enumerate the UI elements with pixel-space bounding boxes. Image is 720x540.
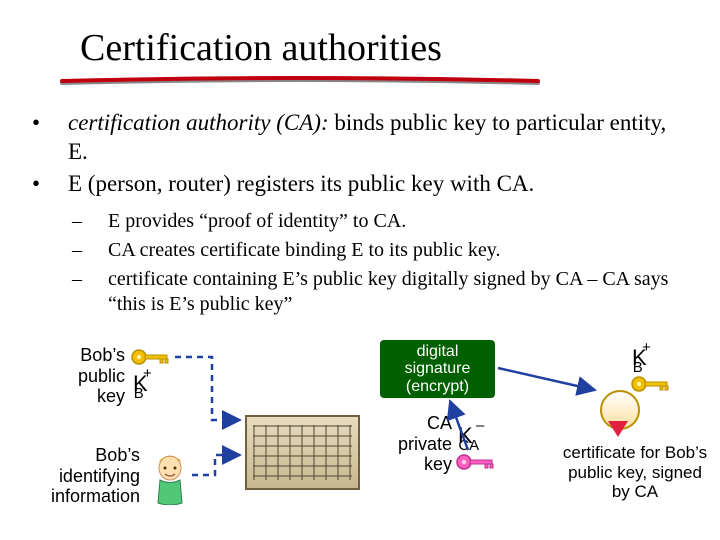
sub-2: –CA creates certificate binding E to its… [90, 238, 680, 263]
sub-3: –certificate containing E’s public key d… [90, 267, 680, 317]
main-bullets: •certification authority (CA): binds pub… [50, 109, 680, 199]
gold-key-icon [130, 348, 170, 366]
bullet-2: •E (person, router) registers its public… [50, 170, 680, 199]
diagram: Bob’s public key K+B Bob’s identifying i… [0, 335, 720, 535]
k-b-plus-2: K+B [632, 345, 651, 376]
signature-box: digital signature (encrypt) [380, 340, 495, 398]
k-ca-minus: K–CA [458, 423, 487, 454]
gold-key-icon-2 [630, 375, 670, 393]
certificate-ribbon-icon [608, 421, 628, 437]
bullet-1: •certification authority (CA): binds pub… [50, 109, 680, 167]
k-b-plus-1: K+B [133, 371, 152, 402]
person-icon [150, 455, 190, 505]
sub-1: –E provides “proof of identity” to CA. [90, 209, 680, 234]
ca-private-key-label: CA private key [390, 413, 452, 475]
bobs-public-key-label: Bob’s public key [60, 345, 125, 407]
building-icon [245, 415, 360, 490]
sub-bullets: –E provides “proof of identity” to CA. –… [90, 209, 680, 317]
bullet-2-rest: E (person, router) registers its public … [68, 171, 534, 196]
certificate-label: certificate for Bob’s public key, signed… [560, 443, 710, 502]
title-underline [60, 74, 540, 86]
bobs-id-label: Bob’s identifying information [30, 445, 140, 507]
page-title: Certification authorities [80, 28, 680, 70]
pink-key-icon [455, 453, 495, 471]
bullet-1-lead: certification authority (CA): [68, 110, 329, 135]
